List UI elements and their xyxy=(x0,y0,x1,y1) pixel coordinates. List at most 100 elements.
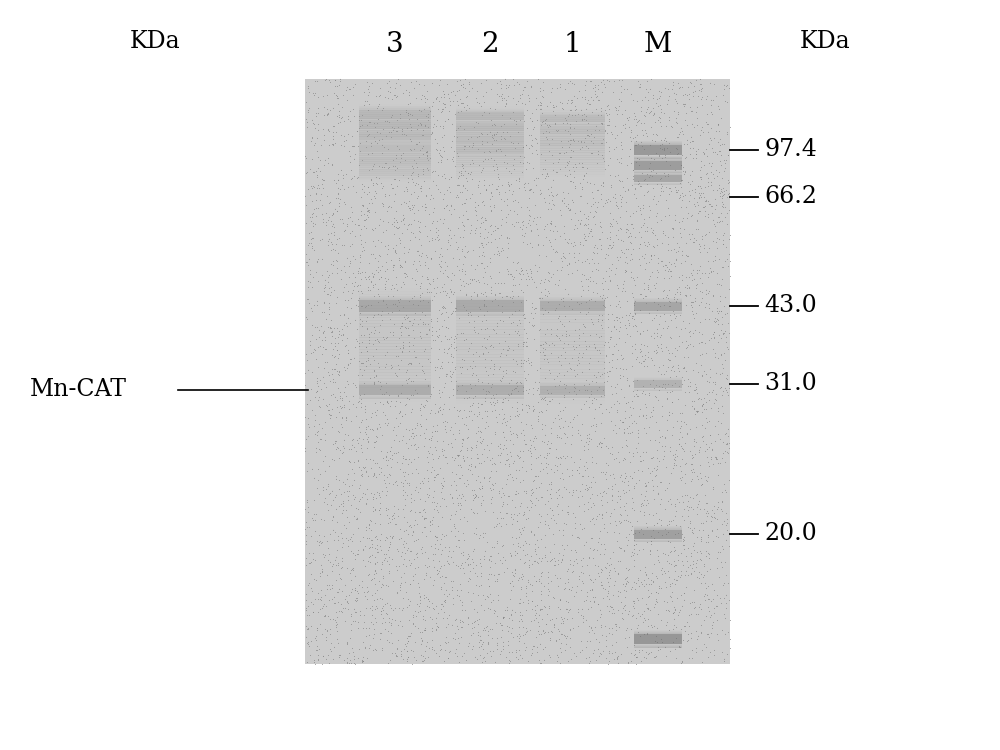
Point xyxy=(300,275,316,287)
Point xyxy=(316,326,332,338)
Point xyxy=(527,470,543,482)
Point xyxy=(564,490,580,502)
Bar xyxy=(540,302,604,306)
Point xyxy=(578,394,594,406)
Point xyxy=(590,110,606,122)
Point xyxy=(556,391,572,403)
Point xyxy=(494,291,510,303)
Point xyxy=(448,506,464,518)
Point xyxy=(562,624,578,636)
Point xyxy=(318,219,334,231)
Point xyxy=(371,504,387,516)
Point xyxy=(554,614,570,626)
Point xyxy=(501,612,517,624)
Point xyxy=(497,554,513,566)
Point xyxy=(505,273,521,285)
Point xyxy=(721,593,737,605)
Point xyxy=(683,567,699,579)
Point xyxy=(482,252,498,264)
Point xyxy=(449,189,465,201)
Point xyxy=(361,542,377,554)
Point xyxy=(403,226,419,238)
Point xyxy=(516,637,532,649)
Point xyxy=(690,207,706,219)
Point xyxy=(341,394,357,406)
Point xyxy=(661,477,677,489)
Point xyxy=(616,83,632,95)
Point xyxy=(429,272,445,284)
Point xyxy=(484,458,500,470)
Point xyxy=(660,565,676,577)
Point xyxy=(499,448,515,460)
Point xyxy=(709,242,725,254)
Point xyxy=(680,176,696,188)
Point xyxy=(701,552,717,564)
Point xyxy=(717,428,733,440)
Point xyxy=(701,267,717,279)
Point xyxy=(668,652,684,664)
Point xyxy=(364,407,380,419)
Point xyxy=(306,89,322,101)
Point xyxy=(707,452,723,464)
Point xyxy=(391,363,407,375)
Point xyxy=(720,389,736,401)
Point xyxy=(714,540,730,552)
Point xyxy=(692,441,708,453)
Point xyxy=(308,442,324,454)
Point xyxy=(525,214,541,226)
Point xyxy=(325,139,341,151)
Point xyxy=(467,651,483,663)
Point xyxy=(419,286,435,298)
Point xyxy=(594,407,610,419)
Point xyxy=(341,146,357,158)
Point xyxy=(304,319,320,331)
Point xyxy=(576,539,592,551)
Bar xyxy=(540,314,604,317)
Point xyxy=(661,263,677,275)
Point xyxy=(455,562,471,574)
Point xyxy=(563,94,579,106)
Point xyxy=(676,543,692,555)
Point xyxy=(419,395,435,407)
Point xyxy=(496,611,512,623)
Point xyxy=(433,360,449,372)
Text: 97.4: 97.4 xyxy=(764,139,817,161)
Point xyxy=(460,213,476,225)
Point xyxy=(538,457,554,469)
Point xyxy=(435,613,451,625)
Bar xyxy=(359,132,431,134)
Point xyxy=(675,190,691,202)
Point xyxy=(446,229,462,241)
Bar xyxy=(540,136,604,139)
Point xyxy=(566,171,582,183)
Point xyxy=(472,436,488,448)
Point xyxy=(561,142,577,154)
Point xyxy=(333,418,349,430)
Point xyxy=(676,620,692,632)
Point xyxy=(495,487,511,499)
Point xyxy=(601,119,617,131)
Point xyxy=(646,332,662,344)
Point xyxy=(586,542,602,554)
Point xyxy=(542,236,558,248)
Point xyxy=(532,448,548,460)
Point xyxy=(372,264,388,276)
Point xyxy=(434,280,450,292)
Point xyxy=(639,130,655,142)
Point xyxy=(493,82,509,94)
Point xyxy=(576,170,592,182)
Point xyxy=(613,140,629,152)
Point xyxy=(632,610,648,622)
Point xyxy=(328,238,344,250)
Point xyxy=(507,305,523,317)
Point xyxy=(580,213,596,225)
Point xyxy=(623,218,639,230)
Point xyxy=(371,488,387,500)
Point xyxy=(509,430,525,442)
Point xyxy=(707,420,723,432)
Point xyxy=(575,238,591,250)
Point xyxy=(436,202,452,214)
Point xyxy=(710,458,726,470)
Point xyxy=(319,288,335,300)
Point xyxy=(708,388,724,400)
